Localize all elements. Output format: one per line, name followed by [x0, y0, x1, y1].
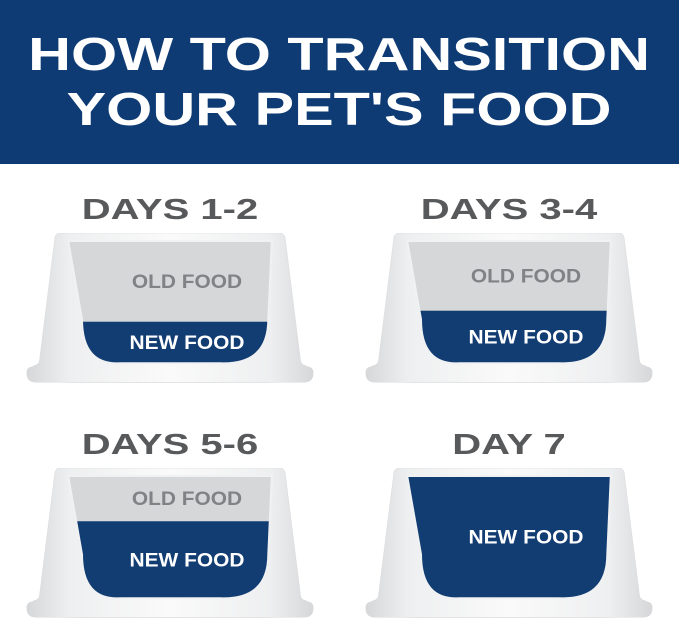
svg-text:NEW FOOD: NEW FOOD — [130, 550, 245, 571]
svg-text:NEW FOOD: NEW FOOD — [130, 333, 245, 354]
svg-text:OLD FOOD: OLD FOOD — [132, 272, 242, 293]
svg-text:OLD FOOD: OLD FOOD — [471, 266, 581, 287]
svg-text:NEW FOOD: NEW FOOD — [469, 527, 584, 548]
svg-text:OLD FOOD: OLD FOOD — [132, 489, 242, 510]
svg-text:NEW FOOD: NEW FOOD — [469, 327, 584, 348]
